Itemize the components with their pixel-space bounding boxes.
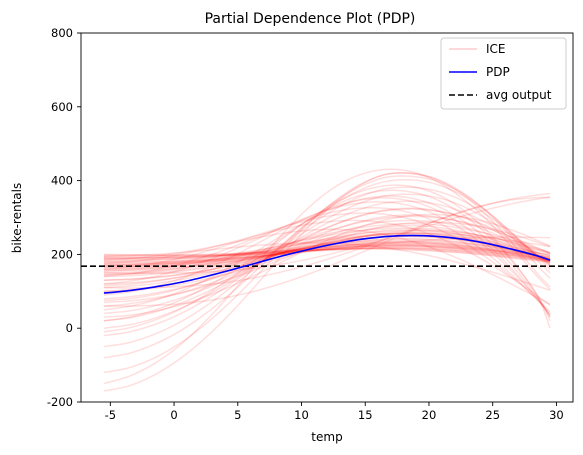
ice-curve [103,179,551,348]
y-axis-ticks: -200 0 200 400 600 800 [47,26,81,409]
ice-curve [103,214,551,307]
ice-curve [103,196,551,275]
x-tick-label: -5 [105,408,116,422]
x-tick-label: 25 [485,408,500,422]
ice-curve [103,219,551,306]
ice-curve [103,243,551,259]
ice-curve [103,243,551,260]
legend: ICE PDP avg output [440,37,567,110]
ice-curve [103,234,551,269]
ice-curve [103,241,551,269]
y-tick-label: 0 [66,321,73,335]
x-tick-label: 10 [294,408,309,422]
ice-curve [103,192,551,289]
x-tick-label: 15 [358,408,373,422]
ice-curve [103,208,551,302]
x-tick-label: 30 [549,408,564,422]
ice-curve [103,223,551,276]
ice-curve [103,213,551,318]
ice-curve [103,207,551,315]
ice-curve [103,189,551,322]
x-tick-label: 20 [422,408,437,422]
ice-curve [103,212,551,313]
ice-curve [103,201,551,316]
y-tick-label: 800 [51,26,73,40]
ice-curve [103,246,551,263]
ice-curve [103,235,551,278]
pdp-line [103,234,551,294]
ice-curve [103,195,551,318]
x-tick-label: 0 [170,408,177,422]
ice-curve [103,186,551,337]
ice-curve [103,175,551,359]
ice-curve [103,245,551,258]
y-axis-label: bike-rentals [10,183,24,254]
ice-curve [103,244,551,267]
y-tick-label: 200 [51,247,73,261]
ice-curve [103,230,551,270]
ice-curve [103,240,551,266]
ice-curve [103,232,551,285]
legend-ice-label: ICE [486,42,506,56]
ice-curve [103,184,551,333]
ice-curve [103,168,551,385]
ice-curve [103,221,551,304]
ice-curve [103,247,551,262]
ice-curve [103,227,551,272]
ice-curve [103,172,551,392]
ice-curve [103,215,551,287]
ice-curve [103,172,551,374]
ice-curve [103,232,551,267]
plot-area [80,32,574,403]
ice-curve [103,193,551,329]
ice-curve [103,247,551,264]
ice-curve [103,242,551,267]
y-tick-label: -200 [47,395,73,409]
legend-pdp-label: PDP [486,65,510,79]
ice-curve [103,228,551,305]
ice-curve [103,232,551,281]
ice-curve [103,219,551,300]
y-tick-label: 600 [51,100,73,114]
legend-box [440,37,567,110]
legend-avg-label: avg output [486,88,552,102]
ice-curve [103,244,551,265]
ice-curves [103,168,551,392]
ice-curve [103,196,551,307]
axes-frame [80,32,574,403]
ice-curve [103,229,551,293]
ice-curve [103,207,551,315]
x-axis-label: temp [311,430,342,444]
ice-curve [103,248,551,263]
ice-curve [103,228,551,289]
ice-curve [103,245,551,264]
ice-curve [103,247,551,263]
y-tick-label: 400 [51,174,73,188]
x-tick-label: 5 [234,408,241,422]
chart-title: Partial Dependence Plot (PDP) [205,11,416,27]
ice-curve [103,236,551,257]
ice-curve [103,200,551,322]
x-axis-ticks: -5 0 5 10 15 20 25 30 [105,402,564,422]
